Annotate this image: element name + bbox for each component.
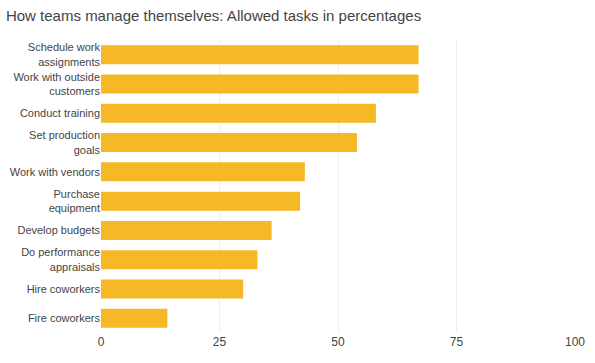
svg-text:Develop budgets: Develop budgets [17,224,100,236]
svg-text:50: 50 [331,335,345,349]
svg-text:Do performanceappraisals: Do performanceappraisals [21,246,100,272]
svg-text:100: 100 [565,335,585,349]
svg-text:25: 25 [213,335,227,349]
svg-text:Work with outsidecustomers: Work with outsidecustomers [13,71,100,97]
svg-text:Fire coworkers: Fire coworkers [28,312,101,324]
svg-text:Purchaseequipment: Purchaseequipment [49,188,100,214]
svg-text:Conduct training: Conduct training [20,107,100,119]
svg-text:0: 0 [98,335,105,349]
svg-text:Work with vendors: Work with vendors [10,166,101,178]
svg-text:How teams manage themselves: A: How teams manage themselves: Allowed tas… [6,7,421,24]
svg-text:Set productiongoals: Set productiongoals [29,129,100,155]
svg-text:Hire coworkers: Hire coworkers [27,283,101,295]
svg-text:75: 75 [450,335,464,349]
svg-text:Schedule workassignments: Schedule workassignments [28,41,101,67]
